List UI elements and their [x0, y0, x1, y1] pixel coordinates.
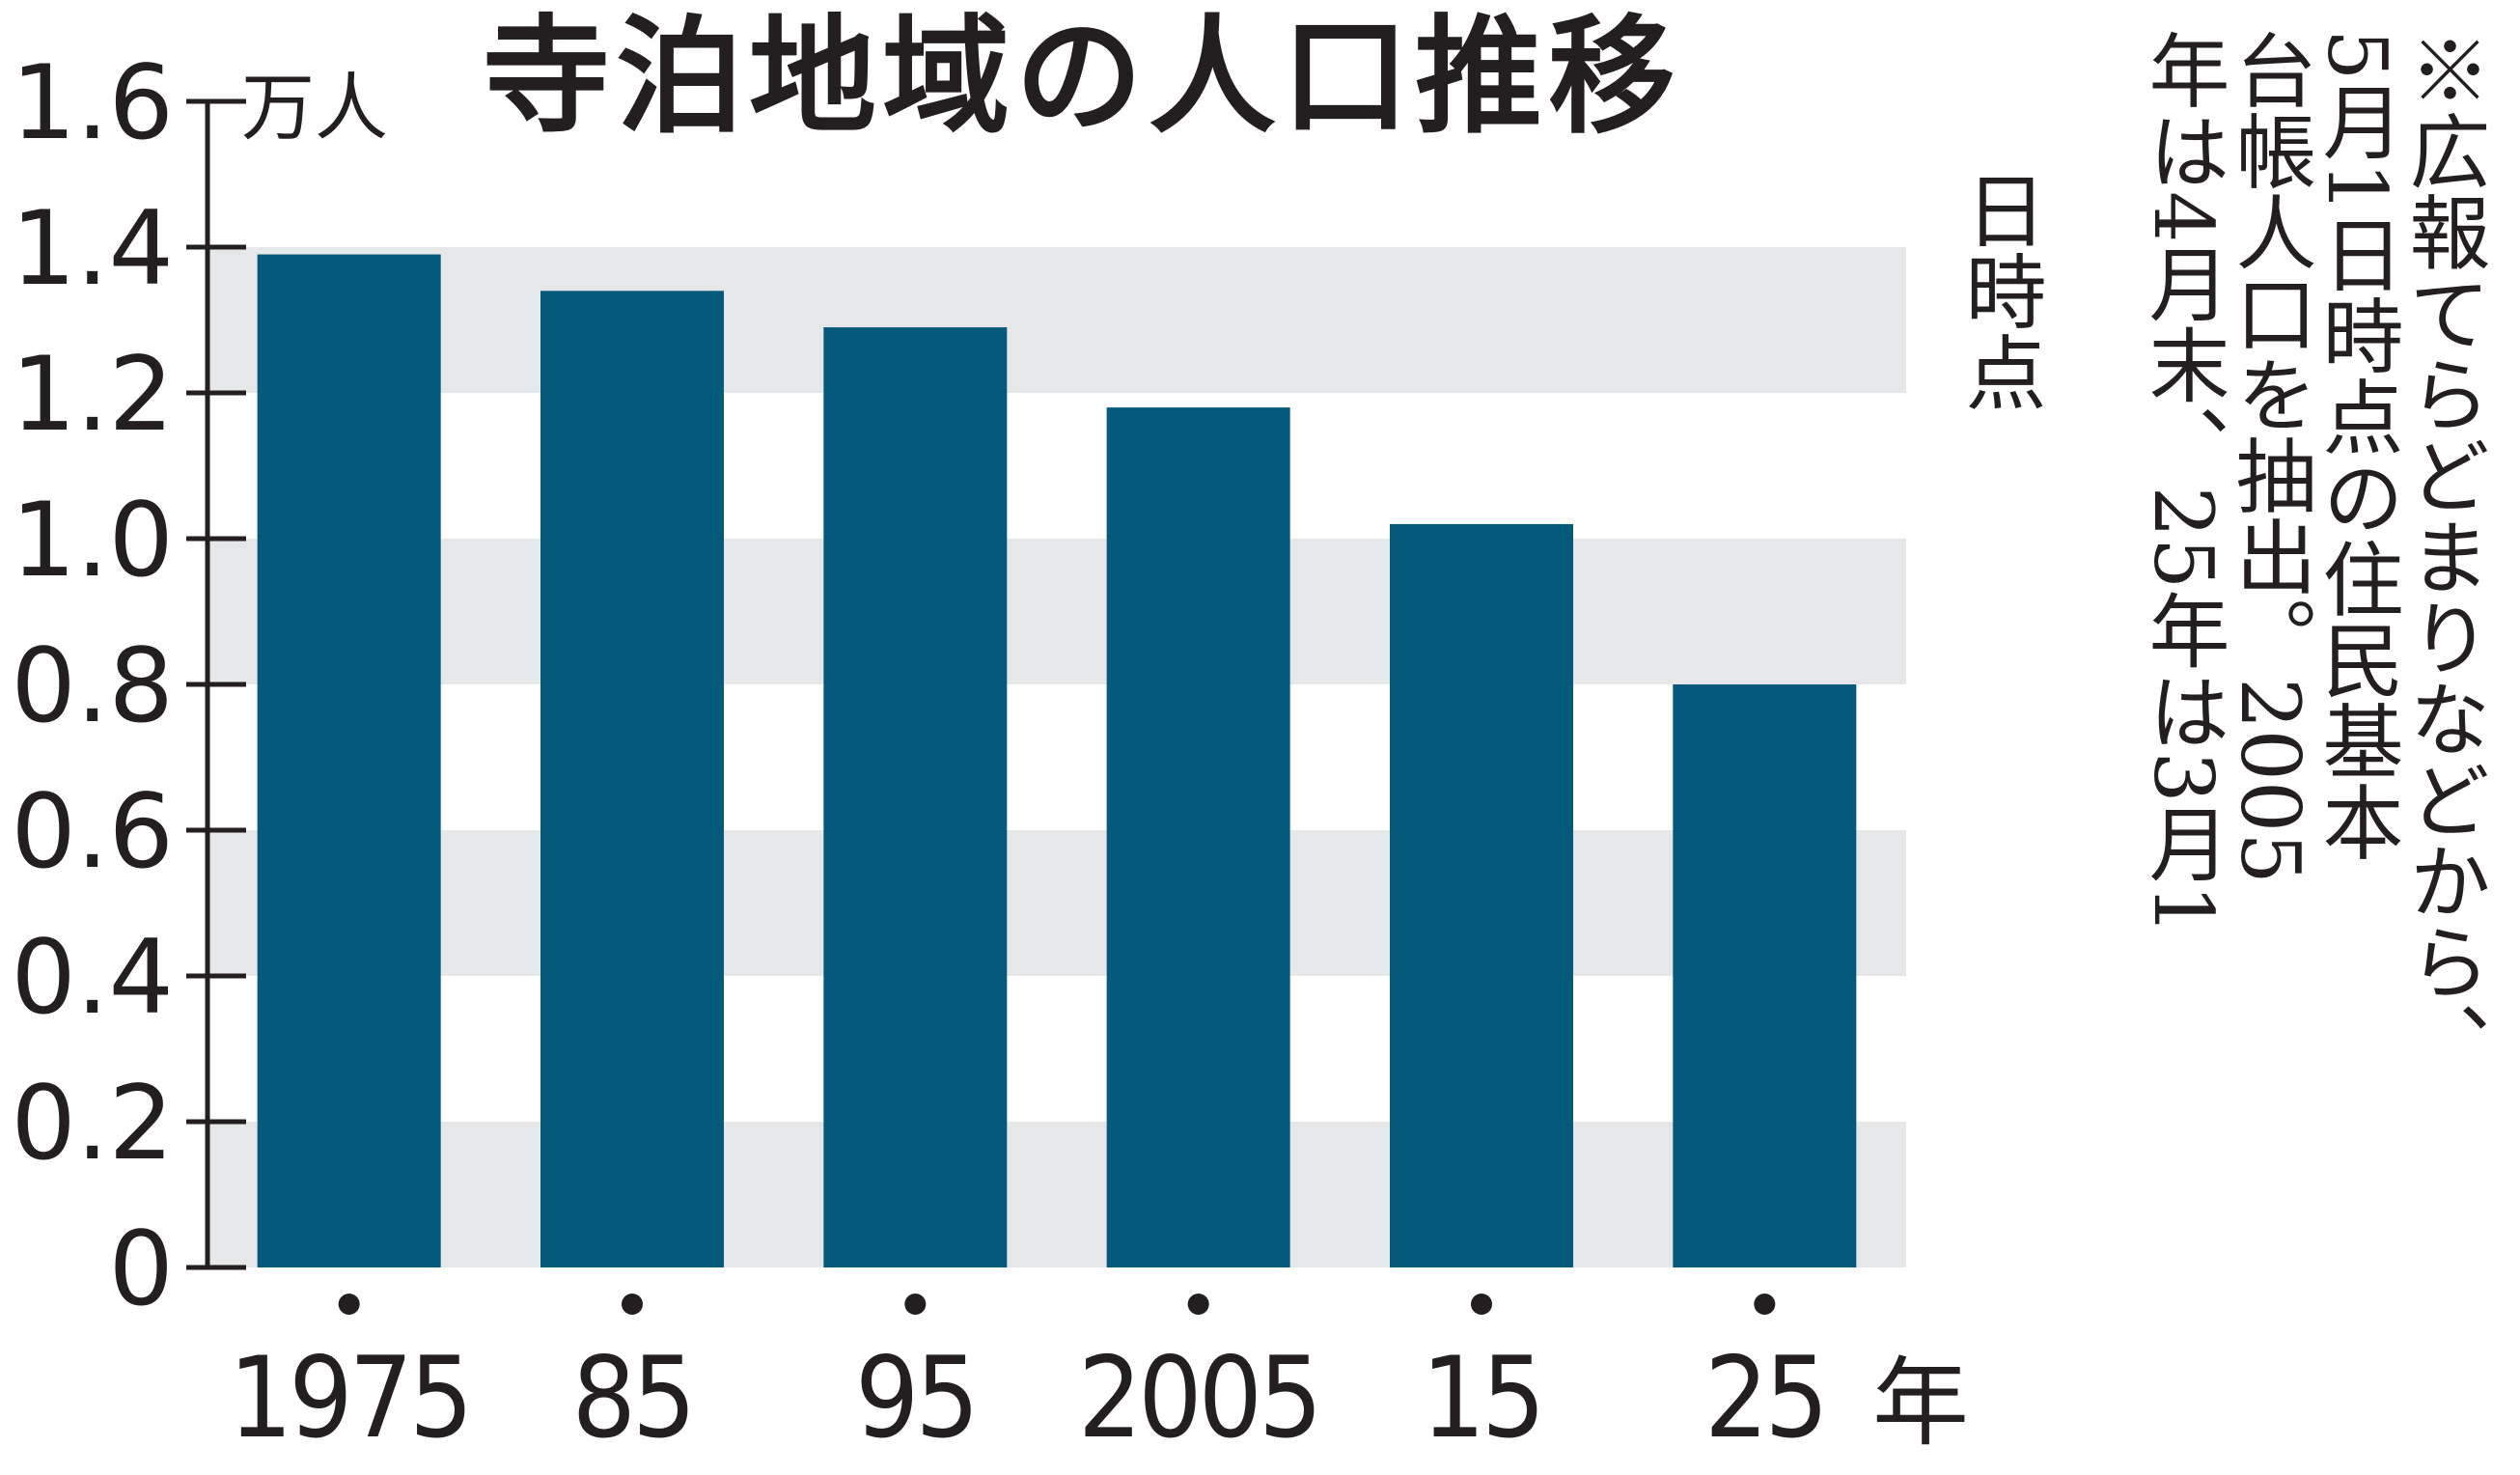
y-tick-label: 1.2: [11, 335, 174, 454]
x-tick-dot: [1187, 1294, 1209, 1315]
y-tick-label: 1.6: [11, 43, 174, 162]
source-note-line-3: 台帳人口を抽出。2005: [2223, 29, 2317, 884]
source-note-line-1: ※広報てらどまりなどから、: [2396, 29, 2491, 1083]
grid-band: [208, 830, 1906, 976]
bar-2005: [1106, 407, 1290, 1268]
x-tick-label: 1975: [229, 1333, 470, 1463]
chart-title: 寺泊地域の人口推移: [483, 3, 1681, 152]
grid-bands: [208, 247, 1906, 1267]
grid-band: [208, 539, 1906, 684]
y-tick-label: 0.4: [11, 918, 174, 1037]
x-tick-label: 15: [1422, 1333, 1542, 1463]
x-tick-label: 95: [855, 1333, 976, 1463]
bars: [257, 254, 1857, 1268]
y-tick-label: 0.2: [11, 1064, 174, 1183]
x-axis-unit-label: 年: [1872, 1347, 1969, 1460]
source-note-line-5: 日時点: [1952, 169, 2047, 412]
x-tick-dot: [338, 1294, 360, 1315]
bar-85: [540, 291, 724, 1267]
bar-15: [1390, 523, 1573, 1267]
y-axis: [186, 98, 246, 1270]
bar-25: [1673, 684, 1857, 1267]
grid-band: [208, 247, 1906, 393]
x-tick-label: 2005: [1078, 1333, 1319, 1463]
y-axis-unit-label: 万人: [241, 65, 388, 151]
x-tick-label: 85: [572, 1333, 693, 1463]
bar-95: [823, 327, 1008, 1267]
source-note-line-2: 5月1日時点の住民基本: [2310, 29, 2404, 862]
x-tick-dot: [1471, 1294, 1492, 1315]
x-tick-dot: [1754, 1294, 1776, 1315]
y-tick-label: 1.4: [11, 189, 174, 308]
x-tick-dot: [904, 1294, 927, 1315]
y-tick-label: 0.6: [11, 772, 174, 891]
x-tick-dot: [622, 1294, 643, 1315]
y-tick-label: 0.8: [11, 626, 174, 745]
grid-band: [208, 1122, 1906, 1267]
y-tick-labels: 0 0.2 0.4 0.6 0.8 1.0 1.2 1.4 1.6: [11, 43, 174, 1328]
y-tick-label: 0: [109, 1210, 174, 1328]
bar-1975: [257, 254, 441, 1267]
x-tick-label: 25: [1704, 1333, 1825, 1463]
source-note-line-4: 年は4月末、25年は3月1: [2136, 29, 2230, 936]
y-tick-label: 1.0: [11, 481, 174, 599]
x-tick-labels: 1975 85 95 2005 15 25: [229, 1294, 1829, 1463]
